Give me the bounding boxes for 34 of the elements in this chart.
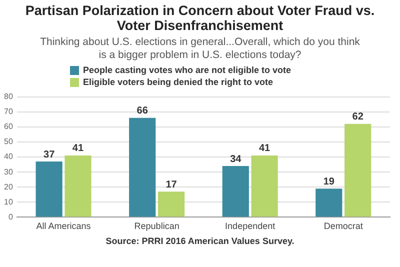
data-label: 62 (352, 112, 364, 123)
data-label: 41 (258, 143, 271, 154)
y-tick-label: 50 (4, 137, 14, 146)
chart-title: Partisan Polarization in Concern about Voter Fraud vs. Voter Disenfranchisement (24, 2, 376, 33)
chart-subtitle: Thinking about U.S. elections in general...Overall, which do you think is a bigger problem in U.S. elections today? (39, 35, 361, 63)
bar (129, 118, 156, 217)
x-tick-label: Democrat (324, 221, 364, 232)
y-tick-label: 40 (4, 152, 14, 162)
bar (344, 124, 372, 217)
y-tick-label: 0 (8, 212, 14, 222)
x-tick-label: Republican (134, 221, 180, 232)
bar (222, 166, 249, 217)
data-label: 17 (166, 179, 178, 190)
data-label: 66 (136, 106, 148, 117)
data-label: 34 (230, 154, 242, 165)
y-tick-label: 20 (4, 182, 14, 192)
legend-label: People casting votes who are not eligible to vote (83, 64, 292, 76)
x-tick-label: Independent (225, 221, 276, 232)
data-label: 41 (72, 143, 84, 154)
data-label: 37 (44, 149, 56, 160)
y-tick-label: 80 (4, 92, 14, 102)
legend-label: Eligible voters being denied the right to vote (83, 76, 274, 88)
bar (251, 155, 278, 217)
bar (158, 192, 185, 217)
source-note: Source: PRRI 2016 American Values Survey. (104, 236, 296, 247)
y-tick-label: 70 (4, 107, 14, 116)
x-tick-label: All Americans (36, 221, 92, 232)
bar (36, 162, 62, 217)
bar (64, 155, 92, 217)
bar (316, 188, 342, 217)
data-label: 19 (323, 176, 335, 188)
y-tick-label: 30 (4, 167, 14, 176)
y-tick-label: 10 (4, 197, 14, 206)
y-tick-label: 60 (4, 122, 14, 132)
